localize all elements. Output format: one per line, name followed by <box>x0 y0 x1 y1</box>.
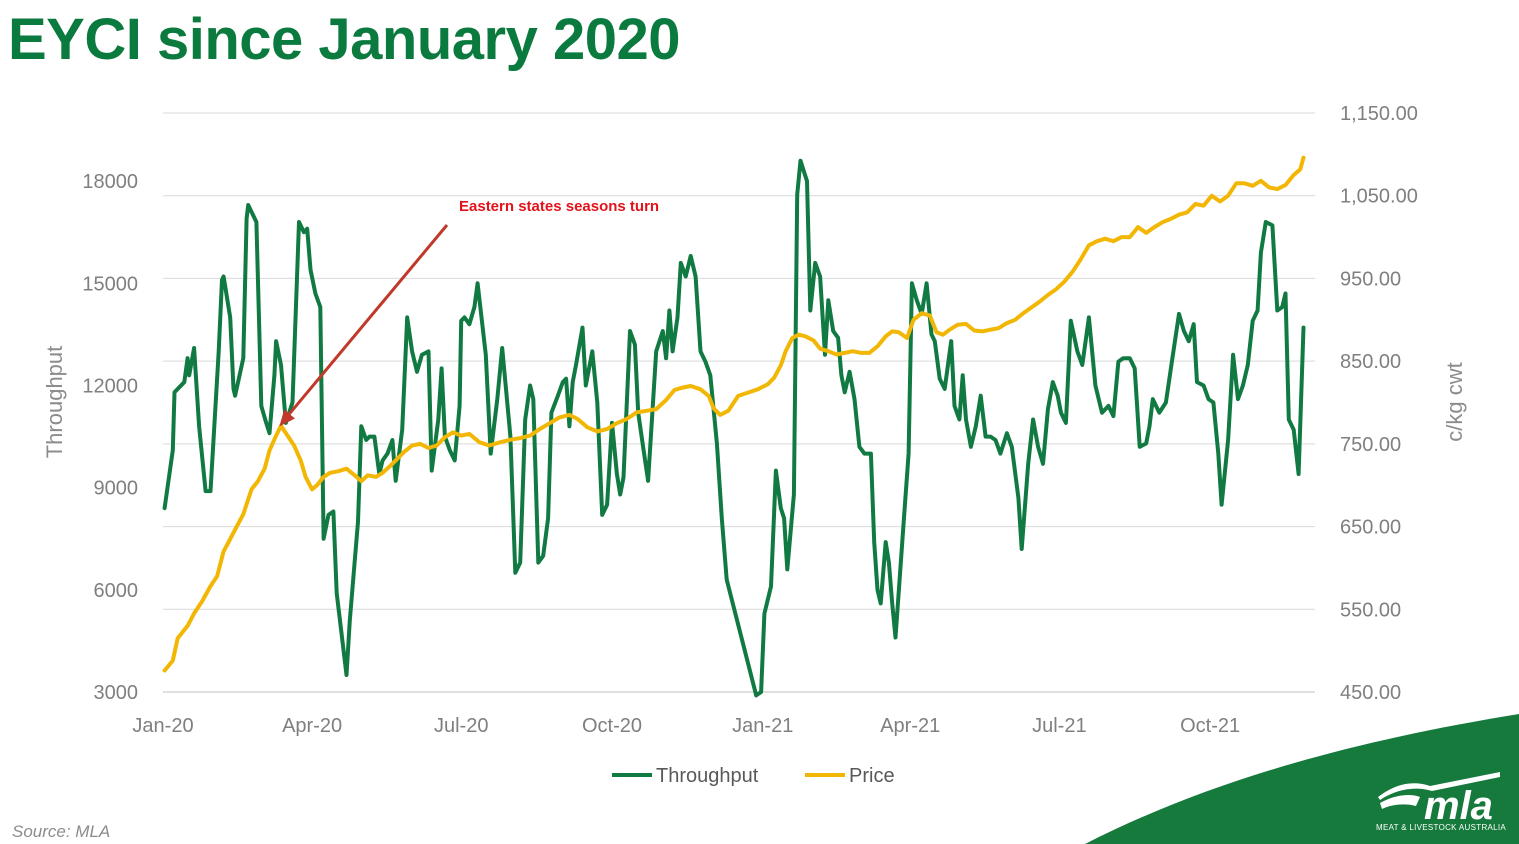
x-tick-label: Apr-20 <box>282 715 342 737</box>
y2-tick-label: 450.00 <box>1340 682 1401 704</box>
chart-title: EYCI since January 2020 <box>8 7 681 72</box>
y-tick-label: 18000 <box>82 171 138 193</box>
x-tick-label: Jan-21 <box>732 715 793 737</box>
throughput-line <box>162 158 1306 698</box>
y2-axis-label: c/kg cwt <box>1442 362 1467 441</box>
x-tick-label: Oct-21 <box>1180 715 1240 737</box>
x-tick-label: Apr-21 <box>880 715 940 737</box>
mla-logo-subtitle: MEAT & LIVESTOCK AUSTRALIA <box>1376 823 1507 832</box>
x-tick-label: Oct-20 <box>582 715 642 737</box>
y2-tick-label: 750.00 <box>1340 434 1401 456</box>
y-axis-label: Throughput <box>42 346 67 459</box>
y2-tick-label: 650.00 <box>1340 517 1401 539</box>
legend: Throughput Price <box>612 765 895 787</box>
series-lines <box>162 155 1306 698</box>
y2-tick-label: 550.00 <box>1340 599 1401 621</box>
x-axis-ticks: Jan-20 Apr-20 Jul-20 Oct-20 Jan-21 Apr-21 Jul-… <box>132 715 1240 737</box>
gridlines <box>163 112 1315 693</box>
mla-logo-text: mla <box>1424 784 1493 828</box>
annotation-text: Eastern states seasons turn <box>459 198 659 215</box>
x-tick-label: Jul-21 <box>1032 715 1086 737</box>
y-tick-label: 6000 <box>94 580 139 602</box>
x-tick-label: Jul-20 <box>434 715 488 737</box>
source-note: Source: MLA <box>12 822 111 841</box>
right-axis-ticks: 450.00 550.00 650.00 750.00 850.00 950.00 1,05… <box>1340 103 1418 704</box>
annotation-arrow <box>286 224 449 418</box>
x-tick-label: Jan-20 <box>132 715 193 737</box>
left-axis-ticks: 3000 6000 9000 12000 15000 18000 <box>82 171 138 704</box>
annotation-arrowhead <box>279 409 295 427</box>
legend-price-label: Price <box>849 765 895 787</box>
y-tick-label: 15000 <box>82 273 138 295</box>
y2-tick-label: 1,050.00 <box>1340 186 1418 208</box>
y2-tick-label: 850.00 <box>1340 351 1401 373</box>
y2-tick-label: 950.00 <box>1340 268 1401 290</box>
price-line <box>162 155 1306 673</box>
corner-swoosh <box>1085 714 1519 844</box>
legend-throughput-label: Throughput <box>656 765 759 787</box>
y2-tick-label: 1,150.00 <box>1340 103 1418 125</box>
y-tick-label: 3000 <box>94 682 139 704</box>
annotation-group: Eastern states seasons turn <box>279 198 659 427</box>
y-tick-label: 12000 <box>82 375 138 397</box>
y-tick-label: 9000 <box>94 478 139 500</box>
mla-logo-mark <box>1378 772 1500 809</box>
